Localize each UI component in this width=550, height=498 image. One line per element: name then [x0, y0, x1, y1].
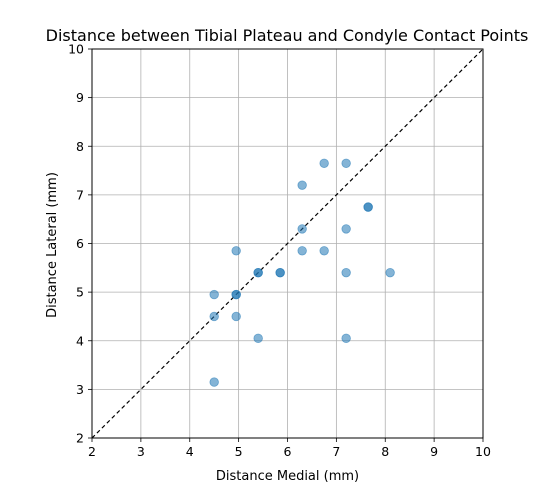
data-point — [253, 333, 263, 344]
x-axis-label: Distance Medial (mm) — [216, 469, 359, 484]
data-point — [297, 180, 307, 190]
x-tick-label: 9 — [430, 444, 438, 459]
chart-title: Distance between Tibial Plateau and Cond… — [46, 26, 529, 45]
y-tick-label: 9 — [76, 90, 84, 105]
data-point — [231, 289, 241, 300]
axis-ticks: 2 3 4 5 6 7 8 9 10 2 3 4 5 6 7 8 9 10 — [68, 42, 491, 460]
data-point — [209, 289, 219, 300]
x-tick-label: 6 — [284, 444, 292, 459]
data-point — [319, 158, 329, 168]
data-point — [385, 267, 395, 278]
data-point — [363, 202, 373, 212]
x-tick-label: 3 — [137, 444, 145, 459]
x-tick-label: 2 — [88, 444, 96, 459]
x-tick-label: 5 — [235, 444, 243, 459]
data-point — [209, 311, 219, 322]
y-tick-label: 8 — [76, 139, 84, 154]
x-tick-label: 7 — [332, 444, 340, 459]
data-point — [231, 311, 241, 322]
x-tick-label: 4 — [186, 444, 194, 459]
y-tick-label: 5 — [76, 285, 84, 300]
data-point — [297, 246, 307, 256]
data-point — [341, 158, 351, 168]
reference-diagonal-line — [91, 48, 484, 439]
y-tick-label: 7 — [76, 187, 84, 202]
data-point — [341, 224, 351, 234]
x-tick-label: 10 — [475, 444, 491, 459]
data-point — [341, 267, 351, 278]
data-point — [253, 267, 263, 278]
x-tick-label: 8 — [381, 444, 389, 459]
y-tick-label: 10 — [68, 42, 84, 57]
data-point — [209, 377, 219, 387]
y-tick-label: 2 — [76, 431, 84, 446]
data-point — [231, 246, 241, 256]
data-point — [297, 224, 307, 234]
data-point — [319, 246, 329, 256]
y-tick-label: 3 — [76, 382, 84, 397]
data-point — [341, 333, 351, 344]
y-tick-label: 4 — [76, 333, 84, 348]
data-points — [209, 158, 395, 387]
y-tick-label: 6 — [76, 236, 84, 251]
data-point — [275, 267, 285, 278]
y-axis-label: Distance Lateral (mm) — [45, 172, 60, 318]
